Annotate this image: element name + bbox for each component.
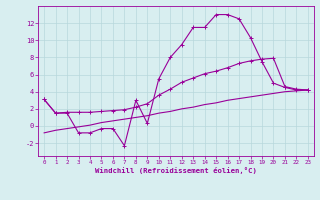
X-axis label: Windchill (Refroidissement éolien,°C): Windchill (Refroidissement éolien,°C)	[95, 167, 257, 174]
